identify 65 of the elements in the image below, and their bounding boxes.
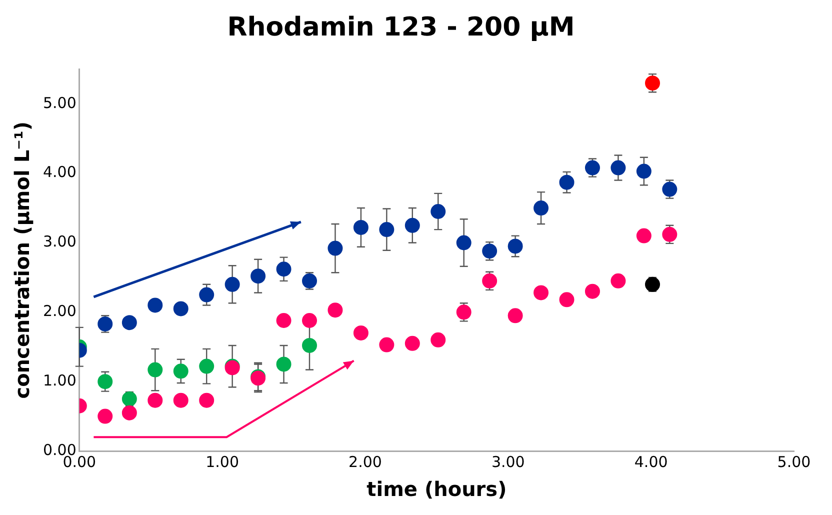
point — [610, 273, 626, 288]
point — [276, 356, 292, 372]
point — [148, 362, 163, 378]
point — [148, 392, 163, 408]
x-axis-title: time (hours) — [366, 477, 507, 502]
point — [379, 337, 394, 352]
point — [482, 244, 498, 259]
point — [173, 392, 188, 408]
point — [610, 160, 626, 176]
point — [302, 312, 317, 328]
point — [645, 76, 660, 91]
point — [148, 298, 163, 313]
point — [302, 338, 317, 353]
point — [559, 292, 574, 308]
point — [353, 325, 368, 340]
point — [199, 392, 214, 408]
point — [662, 182, 678, 197]
y-tick-label: 2.00 — [42, 302, 76, 320]
y-tick-label: 1.00 — [42, 371, 76, 390]
point — [534, 285, 549, 300]
x-tick-label: 1.00 — [206, 452, 240, 471]
y-axis-title: concentration (µmol L⁻¹) — [10, 121, 34, 399]
point — [430, 332, 446, 348]
point — [645, 276, 660, 292]
point — [98, 374, 113, 390]
x-tick-label: 4.00 — [634, 452, 668, 471]
y-tick-label: 3.00 — [42, 232, 76, 251]
point — [404, 336, 420, 351]
point — [534, 200, 549, 216]
point — [584, 284, 600, 299]
point — [122, 391, 137, 406]
y-tick-label: 5.00 — [42, 94, 76, 112]
point — [250, 268, 266, 284]
point — [379, 222, 394, 238]
y-tick-label: 4.00 — [42, 163, 76, 182]
point — [276, 312, 292, 328]
x-tick-label: 3.00 — [491, 452, 525, 471]
point — [430, 204, 446, 220]
point — [404, 218, 420, 233]
point — [584, 160, 600, 176]
point — [636, 164, 652, 179]
point — [508, 238, 523, 254]
point — [508, 308, 523, 324]
point — [559, 174, 574, 190]
point — [276, 262, 292, 277]
point — [173, 364, 188, 379]
point — [199, 287, 214, 302]
point — [328, 302, 343, 318]
point — [328, 240, 343, 256]
x-tick-label: 5.00 — [777, 452, 811, 471]
point — [173, 301, 188, 316]
point — [224, 276, 240, 292]
point — [199, 358, 214, 374]
point — [122, 405, 137, 420]
point — [98, 316, 113, 332]
point — [98, 408, 113, 424]
point — [456, 235, 472, 250]
point — [482, 273, 498, 288]
point — [636, 228, 652, 244]
x-tick-label: 2.00 — [348, 452, 382, 471]
point — [122, 315, 137, 330]
point — [353, 220, 368, 235]
point — [662, 226, 678, 242]
chart-title: Rhodamin 123 - 200 µM — [227, 12, 575, 42]
point — [456, 304, 472, 320]
